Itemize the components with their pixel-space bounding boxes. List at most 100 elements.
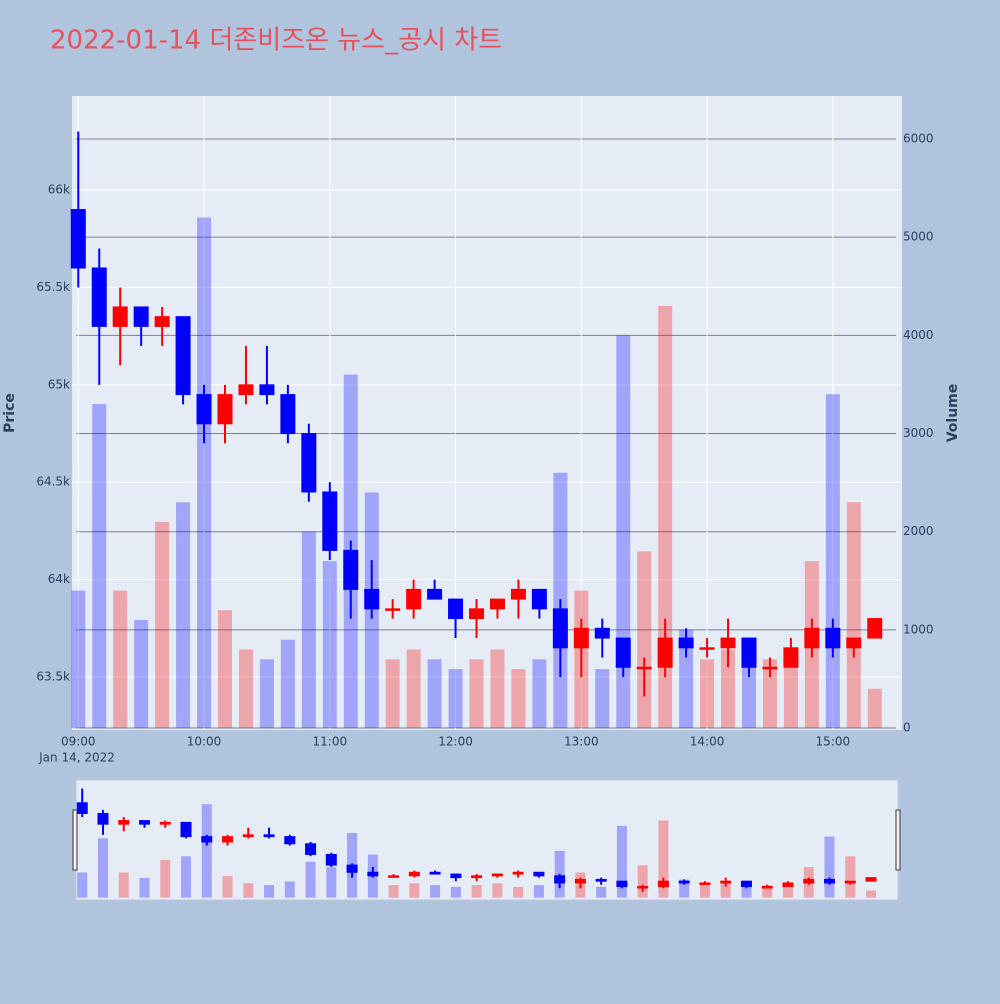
slider-candle-body (325, 853, 337, 866)
y-tick-label: 63.5k (36, 670, 70, 684)
candle-body (741, 637, 757, 668)
candle-body (573, 627, 589, 649)
slider-volume-bar (699, 885, 710, 898)
volume-bar (595, 669, 610, 729)
slider-candle-body (429, 871, 441, 875)
volume-bar (511, 669, 526, 729)
candle-body (112, 306, 128, 327)
slider-candle-body (242, 834, 254, 838)
candle-body (133, 306, 149, 327)
candle-body (678, 637, 694, 649)
slider-handle-left[interactable] (72, 809, 78, 871)
x-tick-label: 13:00 (564, 735, 599, 749)
slider-candle-body (139, 820, 150, 825)
candle-body (91, 267, 107, 327)
candle-body (489, 598, 505, 610)
volume-bar (197, 217, 212, 729)
slider-candle-body (574, 878, 586, 884)
slider-volume-bar (160, 859, 171, 898)
slider-volume-bar (513, 886, 524, 898)
y-tick-label: 64k (48, 572, 70, 586)
slider-volume-bar (658, 820, 669, 898)
slider-candle-body (782, 882, 794, 888)
slider-volume-bar (679, 879, 690, 898)
slider-volume-bar (471, 885, 482, 898)
candle-body (531, 588, 547, 610)
volume-bar (658, 305, 673, 729)
volume-bar (783, 659, 798, 729)
slider-volume-bar (118, 872, 129, 898)
candle-body (406, 588, 422, 610)
candle-body (217, 394, 233, 425)
volume-bar (846, 502, 861, 729)
x-tick-label: 10:00 (187, 735, 222, 749)
volume-bar (741, 659, 756, 729)
range-slider[interactable] (75, 779, 899, 901)
slider-candle-body (803, 878, 815, 884)
slider-volume-bar (326, 867, 337, 898)
candle-body (322, 491, 338, 551)
candle-body (427, 588, 443, 600)
volume-bar (469, 659, 484, 729)
candle-body (825, 627, 841, 649)
candle-body (469, 608, 485, 620)
chart-title: 2022-01-14 더존비즈온 뉴스_공시 차트 (50, 26, 502, 56)
slider-volume-bar (77, 872, 88, 898)
slider-candle-body (637, 886, 649, 889)
volume-bar (616, 335, 631, 729)
volume-bar (700, 659, 715, 729)
slider-handle-right[interactable] (895, 809, 901, 871)
candle-body (70, 209, 86, 269)
candle-body (280, 394, 296, 435)
candle-body (238, 384, 254, 396)
slider-volume-bar (97, 838, 108, 898)
slider-candle-body (76, 802, 88, 814)
slider-volume-bar (139, 877, 150, 898)
volume-bar (71, 590, 86, 729)
candle-body (510, 588, 526, 600)
volume-bar (825, 394, 840, 729)
volume-bar (637, 551, 652, 729)
y-tick-label: 65k (48, 377, 70, 391)
candle-body (301, 433, 317, 493)
volume-bar (155, 521, 170, 729)
slider-candle-body (180, 821, 192, 838)
candle-body (846, 637, 862, 649)
slider-candle-body (865, 877, 877, 882)
volume-bar (259, 659, 274, 729)
slider-volume-bar (596, 886, 607, 898)
y2-tick-label: 4000 (903, 328, 934, 342)
volume-bar (490, 649, 505, 729)
candle-body (175, 316, 191, 396)
candle-body (699, 647, 715, 650)
slider-candle-body (471, 875, 483, 879)
candle-body (615, 637, 631, 668)
slider-volume-bar (866, 890, 877, 898)
volume-bar (721, 649, 736, 729)
slider-volume-bar (845, 856, 856, 898)
slider-volume-bar (430, 885, 441, 898)
slider-volume-bar (222, 876, 233, 898)
slider-volume-bar (762, 885, 773, 898)
candle-body (552, 608, 568, 649)
volume-bar (867, 688, 882, 729)
slider-volume-bar (201, 804, 212, 898)
slider-candle-body (491, 873, 503, 877)
candle-body (783, 647, 799, 668)
slider-volume-bar (720, 883, 731, 898)
candle-body (154, 316, 170, 327)
volume-bar (322, 561, 337, 729)
slider-candle-body (97, 812, 109, 825)
slider-volume-bar (243, 883, 254, 898)
slider-candle-body (284, 836, 296, 845)
candle-body (720, 637, 736, 649)
x-tick-label: 15:00 (816, 735, 851, 749)
y2-tick-label: 0 (903, 721, 911, 735)
slider-candle-body (118, 820, 130, 825)
slider-candle-body (533, 871, 545, 877)
candle-body (657, 637, 673, 668)
y2-tick-label: 1000 (903, 622, 934, 636)
slider-candle-body (222, 836, 234, 843)
x-tick-label: 14:00 (690, 735, 725, 749)
